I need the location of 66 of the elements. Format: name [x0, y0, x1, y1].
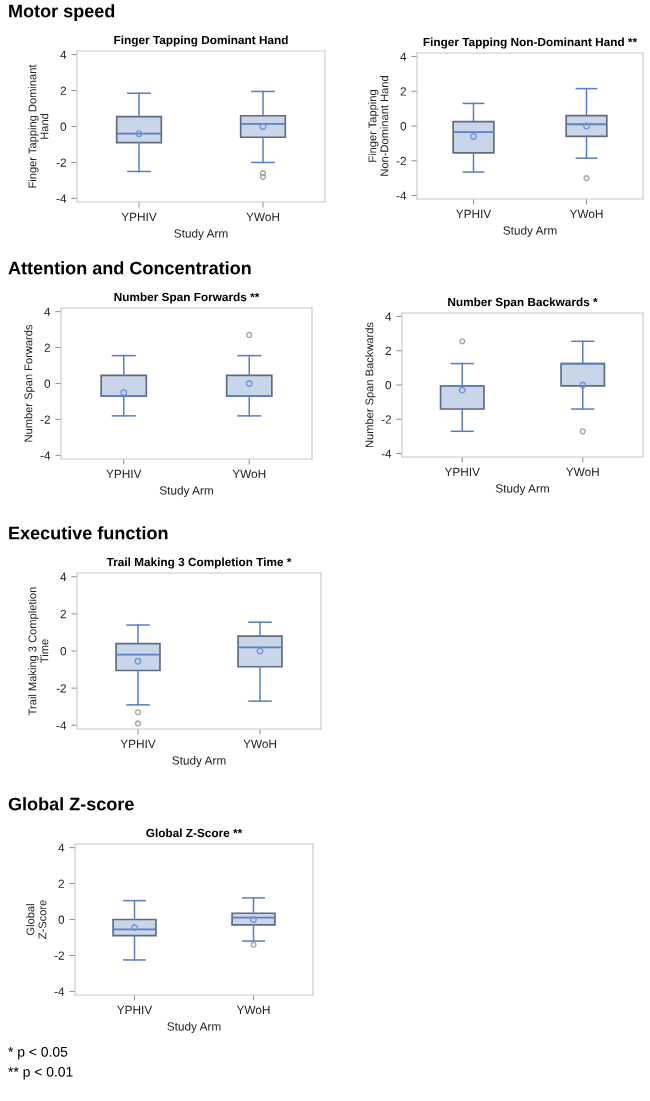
x-tick-label: YWoH	[246, 212, 279, 222]
y-tick-label: 0	[400, 122, 407, 131]
y-tick-label: -4	[40, 451, 51, 460]
text: * p < 0.05	[8, 1046, 68, 1060]
x-tick-label: YPHIV	[117, 1005, 153, 1014]
text: ** p < 0.01	[8, 1066, 73, 1080]
chart-title: Number Span Backwards *	[448, 297, 598, 309]
chart-title: Global Z-Score **	[146, 828, 243, 838]
x-axis-title: Study Arm	[159, 485, 213, 497]
y-tick-label: -4	[396, 191, 407, 200]
x-axis-title: Study Arm	[495, 483, 549, 495]
chart-title: Number Span Forwards **	[114, 292, 260, 304]
x-tick-label: YPHIV	[120, 739, 156, 748]
x-axis-title: Study Arm	[503, 225, 557, 237]
x-axis-title: Study Arm	[172, 755, 226, 767]
chart-subtitle: Attention and Concentration	[8, 261, 251, 275]
x-tick-label: YPHIV	[456, 209, 492, 218]
chart-title: Finger Tapping Non-Dominant Hand **	[423, 37, 638, 49]
x-tick-label: YWoH	[236, 1005, 270, 1015]
y-tick-label: 0	[385, 381, 392, 390]
y-tick-label: 4	[385, 312, 392, 321]
y-tick-label: -2	[40, 415, 50, 424]
y-axis-title: Finger Tapping Dominant Hand	[28, 64, 49, 188]
x-tick-label: YWoH	[566, 467, 599, 477]
y-tick-label: -2	[381, 415, 391, 424]
x-tick-label: YWoH	[243, 739, 276, 749]
y-tick-label: -2	[56, 158, 66, 167]
y-tick-label: 2	[60, 86, 66, 95]
y-tick-label: -4	[56, 721, 67, 730]
x-tick-label: YWoH	[232, 469, 266, 479]
y-tick-label: 0	[60, 647, 67, 656]
x-tick-label: YPHIV	[444, 467, 480, 476]
chart-title: Finger Tapping Dominant Hand	[114, 35, 288, 47]
y-tick-label: 2	[44, 343, 50, 352]
y-tick-label: -2	[396, 156, 406, 166]
y-tick-label: 2	[60, 609, 66, 619]
y-tick-label: 2	[58, 879, 64, 888]
y-tick-label: 0	[58, 915, 65, 924]
y-tick-label: 4	[58, 843, 65, 852]
y-axis-title: Global Z-Score	[26, 900, 47, 939]
x-axis-title: Study Arm	[174, 228, 228, 240]
x-tick-label: YPHIV	[106, 469, 142, 478]
chart-subtitle: Executive function	[9, 526, 168, 540]
y-tick-label: 2	[400, 87, 406, 96]
y-axis-title: Finger Tapping Non-Dominant Hand	[368, 76, 389, 176]
y-tick-label: -4	[381, 449, 392, 458]
y-tick-label: -4	[54, 987, 65, 996]
y-tick-label: -2	[54, 951, 64, 960]
x-axis-title: Study Arm	[167, 1021, 221, 1033]
y-tick-label: 4	[60, 50, 67, 59]
chart-subtitle: Motor speed	[9, 4, 115, 21]
y-tick-label: -2	[56, 684, 66, 693]
y-axis-title: Number Span Backwards	[365, 322, 376, 448]
y-tick-label: 4	[60, 572, 67, 581]
y-axis-title: Trail Making 3 Completion Time	[28, 587, 49, 716]
chart-title: Trail Making 3 Completion Time *	[106, 557, 292, 569]
y-tick-label: 2	[385, 346, 391, 355]
y-tick-label: 0	[44, 379, 51, 388]
y-tick-label: -4	[56, 194, 67, 203]
x-tick-label: YPHIV	[121, 212, 157, 221]
chart-subtitle: Global Z-score	[8, 797, 134, 811]
y-axis-title: Number Span Forwards	[24, 324, 35, 442]
y-tick-label: 4	[44, 307, 51, 316]
y-tick-label: 0	[60, 122, 67, 131]
x-tick-label: YWoH	[569, 209, 603, 219]
y-tick-label: 4	[400, 52, 407, 61]
